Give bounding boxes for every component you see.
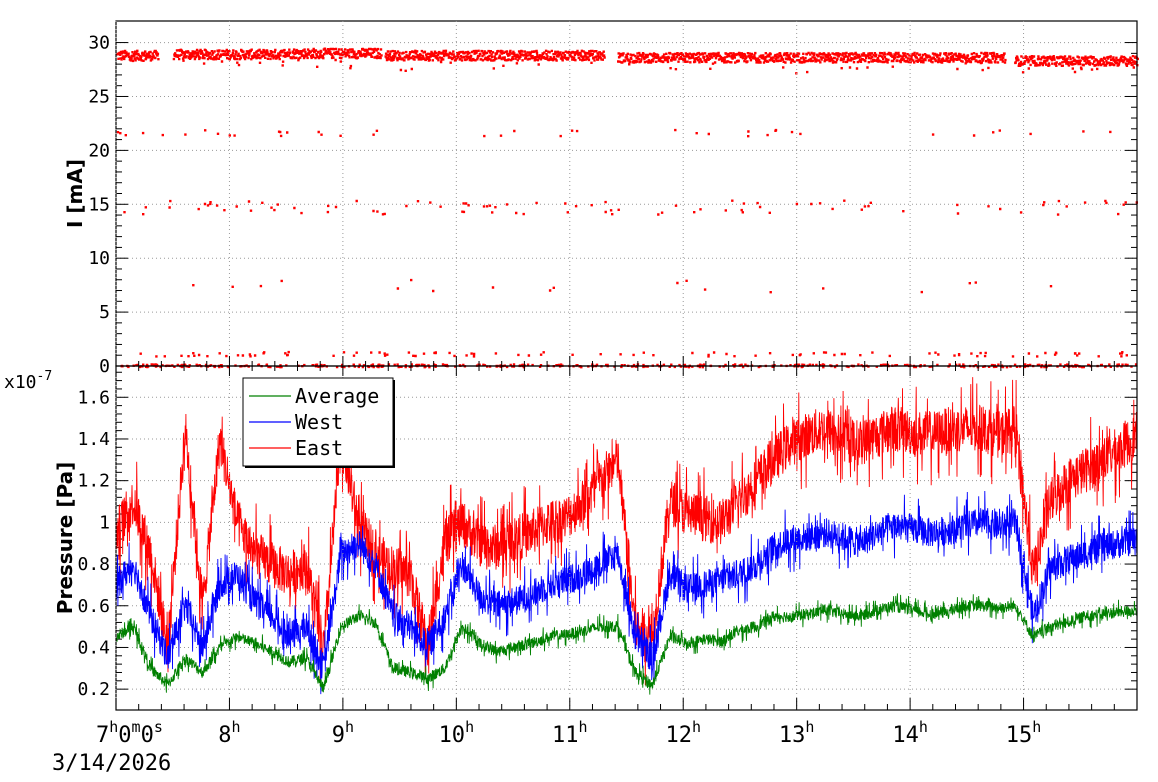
time-axis: 7h​0m​0s​ 8h​ 9h​ 10h​ 11h​ 12h​ 13h​ 14h​ 15h​ 3… <box>52 21 1115 776</box>
pressure-y-axis-title: Pressure [Pa] <box>53 462 77 614</box>
pressure-y-tick-label: 1.4 <box>77 429 110 450</box>
current-y-tick-label: 5 <box>99 302 110 323</box>
current-y-tick-label: 0 <box>99 356 110 377</box>
time-tick-label: 11h​ <box>552 718 588 748</box>
pressure-series <box>115 377 1138 695</box>
pressure-y-tick-label: 0.6 <box>77 596 110 617</box>
time-tick-label: 9h​ <box>332 718 354 748</box>
time-tick-label: 13h​ <box>779 718 815 748</box>
pressure-series-average <box>115 593 1138 695</box>
pressure-y-tick-label: 0.8 <box>77 554 110 575</box>
current-y-tick-label: 25 <box>88 86 110 107</box>
pressure-y-tick-label: 1.6 <box>77 387 110 408</box>
legend-label-east: East <box>295 436 343 460</box>
current-y-tick-label: 10 <box>88 248 110 269</box>
pressure-y-exponent: x10-7 <box>4 369 52 393</box>
time-tick-label: 8h​ <box>218 718 240 748</box>
pressure-panel: 0.2 0.4 0.6 0.8 1 1.2 1.4 1.6 x10-7 Pressure [Pa] <box>4 365 1138 711</box>
time-tick-label: 12h​ <box>665 718 701 748</box>
time-tick-label: 14h​ <box>892 718 928 748</box>
pressure-y-tick-label: 0.4 <box>77 637 110 658</box>
current-y-tick-label: 15 <box>88 194 110 215</box>
legend-label-west: West <box>295 410 343 434</box>
current-points <box>116 47 1139 369</box>
date-label: 3/14/2026 <box>52 751 171 776</box>
pressure-y-tick-label: 0.2 <box>77 679 110 700</box>
pressure-series-west <box>115 490 1138 695</box>
current-panel: 0 5 10 15 20 25 30 I [mA] <box>63 20 1139 377</box>
current-y-tick-label: 20 <box>88 140 110 161</box>
current-frame <box>115 20 1138 367</box>
current-y-tick-label: 30 <box>88 33 110 54</box>
time-tick-label: 7h​0m​0s​ <box>96 718 163 748</box>
legend-label-average: Average <box>295 384 379 408</box>
current-y-axis-title: I [mA] <box>63 159 87 228</box>
current-series <box>116 47 1139 369</box>
time-tick-label: 10h​ <box>439 718 475 748</box>
pressure-y-tick-label: 1.2 <box>77 471 110 492</box>
pressure-series-east <box>115 377 1138 686</box>
time-tick-label: 15h​ <box>1006 718 1042 748</box>
pressure-y-tick-label: 1 <box>99 512 110 533</box>
